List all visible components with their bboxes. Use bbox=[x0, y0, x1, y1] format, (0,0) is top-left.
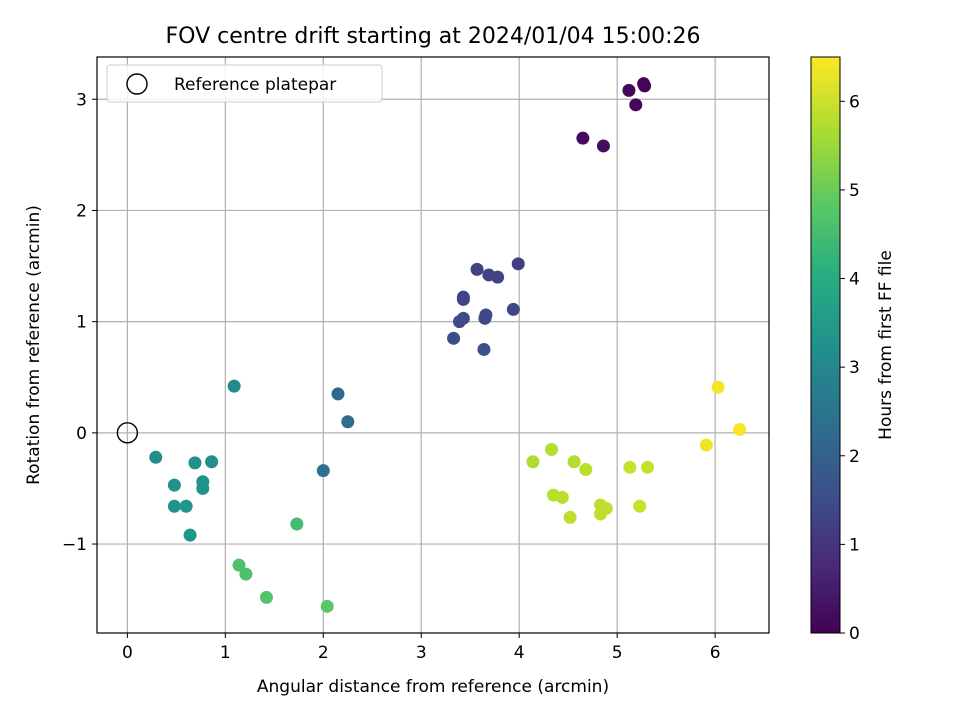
colorbar-gradient bbox=[810, 56, 841, 634]
y-tick-label: −1 bbox=[62, 535, 87, 555]
scatter-point bbox=[320, 599, 334, 613]
scatter-point bbox=[477, 342, 491, 356]
scatter-point bbox=[545, 443, 559, 457]
x-tick-label: 6 bbox=[710, 643, 721, 663]
scatter-point bbox=[167, 478, 181, 492]
scatter-point bbox=[341, 415, 355, 429]
reference-marker bbox=[116, 422, 139, 444]
colorbar-tick-label: 4 bbox=[849, 270, 860, 290]
y-tick-label: 1 bbox=[76, 313, 87, 333]
scatter-point bbox=[232, 558, 246, 572]
scatter-point bbox=[478, 311, 492, 325]
colorbar-tick-label: 6 bbox=[849, 92, 860, 112]
scatter-point bbox=[506, 302, 520, 316]
scatter-point bbox=[622, 83, 636, 97]
y-tick-label: 0 bbox=[76, 424, 87, 444]
scatter-point bbox=[711, 380, 725, 394]
scatter-point bbox=[623, 460, 637, 474]
x-tick-label: 4 bbox=[514, 643, 525, 663]
colorbar-label: Hours from first FF file bbox=[876, 250, 896, 440]
scatter-point bbox=[599, 501, 613, 515]
scatter-point bbox=[239, 567, 253, 581]
y-tick-label: 2 bbox=[76, 201, 87, 221]
scatter-point bbox=[259, 590, 273, 604]
colorbar: 0 1 2 3 4 5 6 Hours from first FF file bbox=[810, 56, 896, 644]
scatter-point bbox=[563, 510, 577, 524]
legend: Reference platepar bbox=[106, 64, 383, 103]
x-tick-label: 2 bbox=[318, 643, 329, 663]
y-tick-label: 3 bbox=[76, 90, 87, 110]
scatter-point bbox=[456, 292, 470, 306]
scatter-point bbox=[205, 455, 219, 469]
grid-lines bbox=[97, 57, 769, 633]
scatter-point bbox=[149, 450, 163, 464]
scatter-point bbox=[188, 456, 202, 470]
scatter-point bbox=[576, 131, 590, 145]
colorbar-tick-label: 0 bbox=[849, 624, 860, 644]
scatter-point bbox=[699, 438, 713, 452]
scatter-point bbox=[629, 98, 643, 112]
scatter-point bbox=[633, 499, 647, 513]
scatter-point bbox=[579, 463, 593, 477]
scatter-point bbox=[470, 262, 484, 276]
scatter-point bbox=[491, 270, 505, 284]
colorbar-tick-label: 1 bbox=[849, 535, 860, 555]
colorbar-tick-label: 2 bbox=[849, 447, 860, 467]
x-tick-label: 1 bbox=[220, 643, 231, 663]
scatter-point bbox=[447, 331, 461, 345]
scatter-point bbox=[638, 79, 652, 93]
plot-frame bbox=[96, 56, 770, 634]
y-axis-ticks: −1 0 1 2 3 bbox=[62, 90, 97, 555]
scatter-point bbox=[641, 460, 655, 474]
colorbar-tick-label: 5 bbox=[849, 181, 860, 201]
x-tick-label: 5 bbox=[612, 643, 623, 663]
reference-point bbox=[116, 422, 139, 444]
scatter-point bbox=[290, 517, 304, 531]
scatter-point bbox=[179, 499, 193, 513]
scatter-point bbox=[526, 455, 540, 469]
colorbar-ticks: 0 1 2 3 4 5 6 bbox=[840, 92, 860, 644]
scatter-point bbox=[733, 423, 747, 437]
legend-label-reference: Reference platepar bbox=[174, 75, 336, 95]
scatter-point bbox=[555, 490, 569, 504]
x-axis-label: Angular distance from reference (arcmin) bbox=[257, 677, 609, 697]
scatter-point bbox=[196, 481, 210, 495]
scatter-point bbox=[316, 464, 330, 478]
scatter-point bbox=[331, 387, 345, 401]
scatter-point bbox=[167, 499, 181, 513]
data-points bbox=[149, 77, 747, 613]
scatter-point bbox=[452, 315, 466, 329]
legend-box bbox=[106, 64, 383, 103]
x-tick-label: 0 bbox=[122, 643, 133, 663]
scatter-point bbox=[567, 455, 581, 469]
scatter-point bbox=[596, 139, 610, 153]
colorbar-tick-label: 3 bbox=[849, 358, 860, 378]
scatter-point bbox=[183, 528, 197, 542]
scatter-point bbox=[227, 379, 241, 393]
legend-marker-reference bbox=[126, 73, 148, 95]
chart-title: FOV centre drift starting at 2024/01/04 … bbox=[166, 24, 701, 49]
y-axis-label: Rotation from reference (arcmin) bbox=[24, 205, 44, 485]
x-tick-label: 3 bbox=[416, 643, 427, 663]
x-axis-ticks: 0 1 2 3 4 5 6 bbox=[122, 633, 721, 663]
scatter-point bbox=[511, 257, 525, 271]
